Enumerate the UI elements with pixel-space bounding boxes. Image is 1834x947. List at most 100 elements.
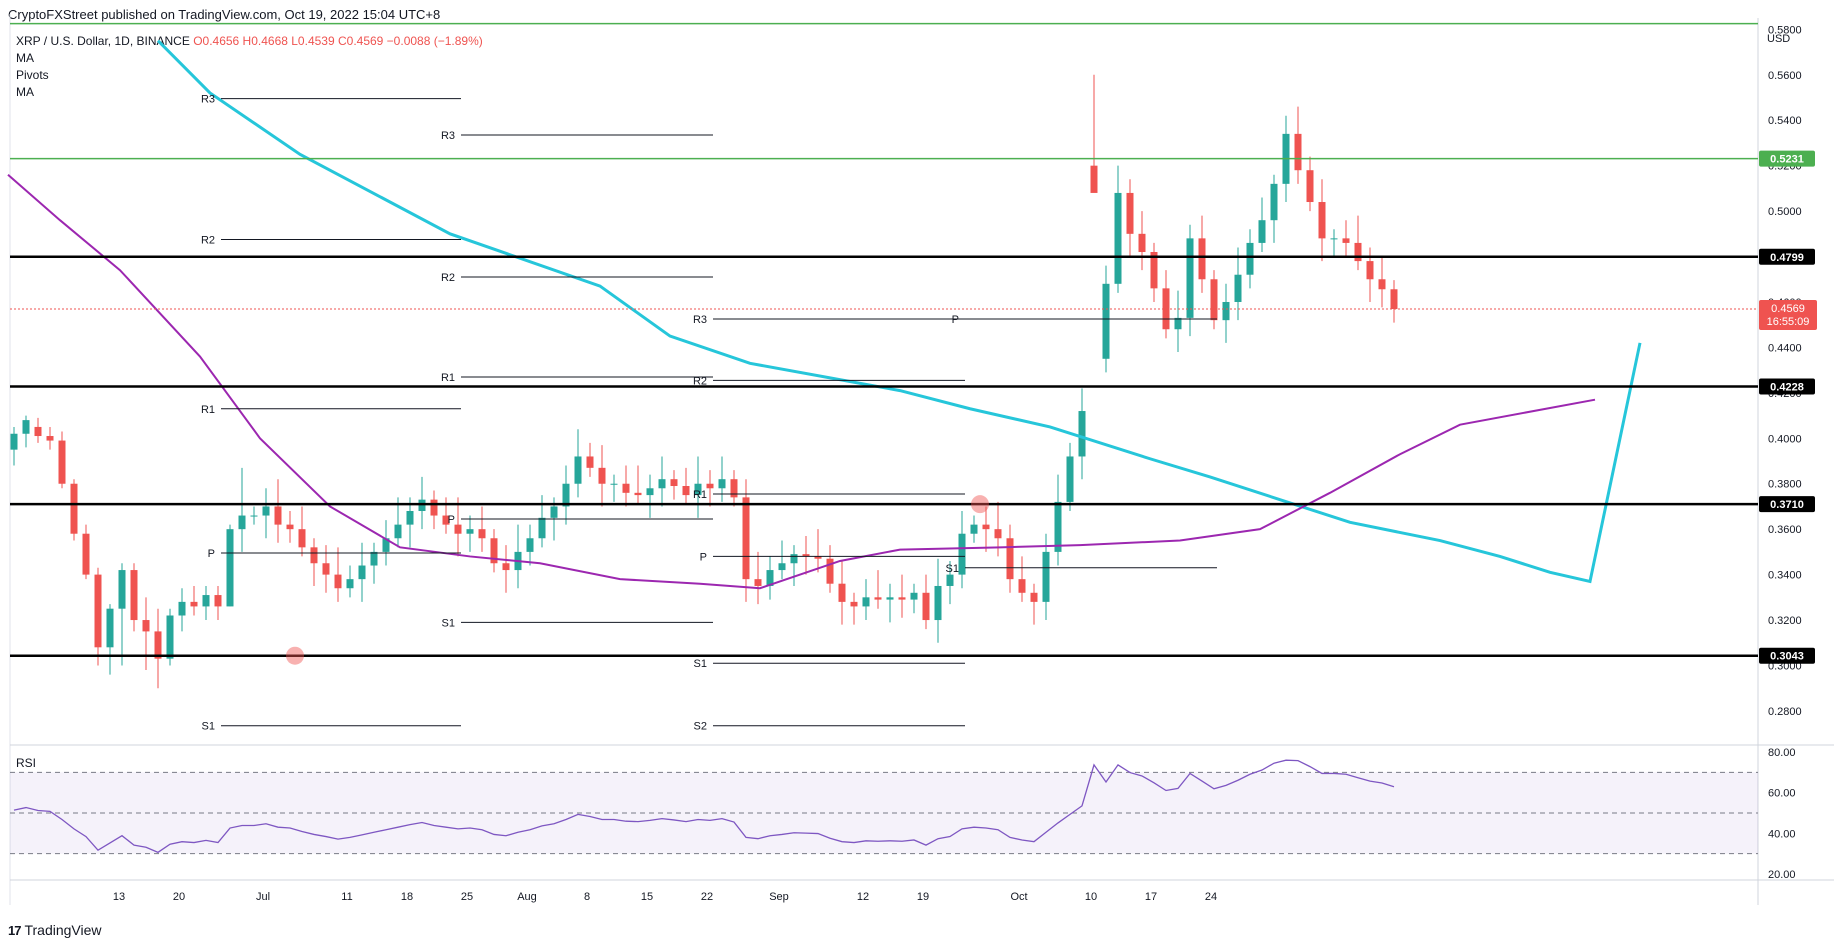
time-tick-label: 24 — [1205, 891, 1217, 903]
candle-down — [298, 529, 306, 548]
candle-down — [1030, 592, 1038, 602]
time-tick-label: 18 — [401, 891, 413, 903]
candle-up — [10, 433, 18, 450]
price-tick-label: 0.4400 — [1768, 342, 1802, 354]
time-tick-label: 8 — [584, 891, 590, 903]
candle-up — [202, 595, 210, 607]
candle-up — [886, 597, 894, 600]
candle-down — [142, 620, 150, 632]
indicator-pivots[interactable]: Pivots — [16, 68, 49, 82]
touch-marker — [286, 646, 304, 665]
pivot-label: P — [700, 551, 707, 563]
level-price-tag — [1759, 150, 1815, 167]
candle-down — [1294, 133, 1302, 171]
pivot-label: P — [952, 314, 959, 326]
tradingview-logo-icon: 17 — [8, 922, 22, 938]
candle-down — [898, 597, 906, 600]
candle-down — [1126, 192, 1134, 234]
candle-up — [22, 420, 30, 434]
candle-up — [658, 479, 666, 489]
time-tick-label: 13 — [113, 891, 125, 903]
candle-down — [682, 486, 690, 496]
candle-down — [478, 529, 486, 539]
rsi-tick-label: 80.00 — [1768, 747, 1796, 759]
candle-up — [406, 510, 414, 525]
rsi-tick-label: 20.00 — [1768, 869, 1796, 881]
candle-up — [574, 456, 582, 484]
pivot-label: R1 — [693, 489, 707, 501]
candle-up — [346, 579, 354, 589]
candle-down — [1210, 279, 1218, 321]
candle-down — [1306, 170, 1314, 203]
candle-up — [370, 551, 378, 566]
candle-down — [994, 529, 1002, 539]
price-tick-label: 0.5000 — [1768, 206, 1802, 218]
candle-up — [934, 585, 942, 621]
pivot-label: S1 — [442, 617, 455, 629]
candle-up — [790, 554, 798, 564]
candle-down — [586, 456, 594, 468]
candle-up — [694, 483, 702, 496]
time-tick-label: 10 — [1085, 891, 1097, 903]
candle-down — [874, 597, 882, 600]
candle-down — [1354, 242, 1362, 262]
time-tick-label: 25 — [461, 891, 473, 903]
brand-label: TradingView — [24, 922, 102, 938]
candle-up — [166, 615, 174, 659]
candle-down — [334, 574, 342, 589]
candle-down — [442, 515, 450, 525]
candle-down — [1318, 202, 1326, 239]
candle-up — [1270, 183, 1278, 221]
rsi-tick-label: 40.00 — [1768, 828, 1796, 840]
price-tick-label: 0.4000 — [1768, 433, 1802, 445]
candle-down — [598, 467, 606, 484]
candle-down — [490, 538, 498, 564]
candle-down — [190, 601, 198, 607]
price-tick-label: 0.3800 — [1768, 479, 1802, 491]
price-tick-label: 0.5400 — [1768, 115, 1802, 127]
pivot-label: S2 — [694, 721, 707, 733]
time-tick-label: Sep — [769, 891, 789, 903]
candle-down — [670, 479, 678, 487]
level-price-tag — [1759, 378, 1815, 395]
level-price-label: 0.4799 — [1770, 252, 1804, 264]
candle-up — [562, 483, 570, 507]
pivot-label: R1 — [201, 404, 215, 416]
moving-average-fast — [7, 174, 1596, 590]
indicator-ma-1[interactable]: MA — [16, 51, 34, 65]
candle-up — [1066, 456, 1074, 502]
candle-up — [550, 506, 558, 518]
candle-down — [922, 592, 930, 621]
candle-down — [1390, 289, 1398, 310]
candle-down — [730, 479, 738, 498]
time-tick-label: 12 — [857, 891, 869, 903]
candle-up — [1234, 274, 1242, 302]
tradingview-brand[interactable]: 17 TradingView — [8, 922, 102, 938]
candle-up — [538, 517, 546, 539]
time-tick-label: 20 — [173, 891, 185, 903]
candle-up — [394, 524, 402, 539]
candle-up — [1330, 238, 1338, 240]
candle-up — [1246, 242, 1254, 275]
time-tick-label: Aug — [517, 891, 537, 903]
level-price-label: 0.4228 — [1770, 381, 1804, 393]
time-tick-label: 15 — [641, 891, 653, 903]
price-tick-label: 0.2800 — [1768, 706, 1802, 718]
candle-down — [430, 499, 438, 516]
candle-up — [1102, 283, 1110, 359]
candle-down — [1006, 538, 1014, 580]
indicator-ma-2[interactable]: MA — [16, 85, 34, 99]
rsi-label: RSI — [16, 756, 37, 770]
candle-down — [706, 483, 714, 489]
candle-up — [262, 506, 270, 516]
ohlc-values: O0.4656 H0.4668 L0.4539 C0.4569 −0.0088 … — [193, 34, 483, 48]
current-price-label: 0.4569 — [1771, 303, 1805, 315]
candle-down — [982, 524, 990, 530]
pivot-label: P — [448, 514, 455, 526]
level-price-label: 0.3043 — [1770, 651, 1804, 663]
pivot-label: R2 — [441, 272, 455, 284]
candle-down — [286, 524, 294, 530]
price-tick-label: 0.3600 — [1768, 524, 1802, 536]
